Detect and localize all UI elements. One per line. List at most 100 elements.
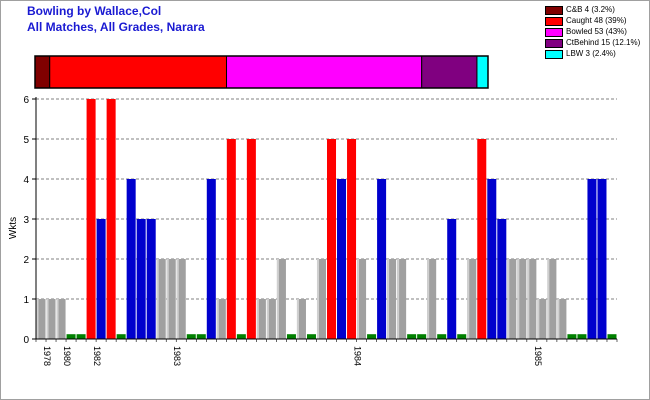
x-tick-label: 1982 <box>92 346 102 366</box>
bar <box>597 179 607 339</box>
bar-highlight <box>296 299 299 339</box>
legend-label-ctbehind: CtBehind 15 (12.1%) <box>566 38 641 47</box>
bar-highlight <box>176 259 179 339</box>
bar <box>196 334 206 339</box>
y-tick-label: 0 <box>23 335 29 346</box>
dismissal-stacked-bar <box>34 55 489 89</box>
bar <box>387 259 397 339</box>
bar <box>166 259 176 339</box>
bar-highlight <box>166 259 169 339</box>
bar <box>517 259 527 339</box>
bar <box>296 299 306 339</box>
stack-segment-lbw <box>476 55 489 89</box>
bar <box>457 334 467 339</box>
bar-highlight <box>56 299 59 339</box>
bar-highlight <box>467 259 470 339</box>
legend-swatch-caught <box>545 17 563 26</box>
bar-highlight <box>427 259 430 339</box>
legend-label-cb: C&B 4 (3.2%) <box>566 5 615 14</box>
legend-swatch-lbw <box>545 50 563 59</box>
bar <box>256 299 266 339</box>
bar <box>116 334 126 339</box>
bar <box>567 334 577 339</box>
x-tick-labels: 1978 1980 1982 1983 1984 1985 <box>42 346 543 366</box>
bar <box>557 299 567 339</box>
legend-swatch-bowled <box>545 28 563 37</box>
bar <box>246 139 256 339</box>
bar <box>547 259 557 339</box>
bar <box>527 259 537 339</box>
bar-highlight <box>156 259 159 339</box>
bar <box>276 259 286 339</box>
bar <box>46 299 56 339</box>
stack-segment-ctbehind <box>421 55 478 89</box>
bar-highlight <box>527 259 530 339</box>
bar-highlight <box>537 299 540 339</box>
y-tick-label: 3 <box>23 215 29 226</box>
bar <box>76 334 86 339</box>
bar <box>96 219 106 339</box>
legend-label-bowled: Bowled 53 (43%) <box>566 27 627 36</box>
bar <box>186 334 196 339</box>
bar-highlight <box>357 259 360 339</box>
bar-highlight <box>507 259 510 339</box>
x-tick-label: 1978 <box>42 346 52 366</box>
y-tick-label: 6 <box>23 95 29 106</box>
bar <box>126 179 136 339</box>
bar <box>36 299 46 339</box>
bar <box>236 334 246 339</box>
legend-label-lbw: LBW 3 (2.4%) <box>566 49 616 58</box>
bar <box>86 99 96 339</box>
bar <box>587 179 597 339</box>
bar <box>347 139 357 339</box>
bar <box>467 259 477 339</box>
stack-bar-outline <box>34 55 489 89</box>
bar <box>206 179 216 339</box>
axes <box>32 97 618 342</box>
bar <box>607 334 617 339</box>
legend-label-caught: Caught 48 (39%) <box>566 16 627 25</box>
legend-swatch-cb <box>545 6 563 15</box>
bar <box>176 259 186 339</box>
bar <box>367 334 377 339</box>
y-axis-label: Wkts <box>8 217 19 239</box>
bar <box>286 334 296 339</box>
bar <box>437 334 447 339</box>
stack-segment-cb <box>34 55 51 89</box>
chart-title: Bowling by Wallace,Col <box>27 4 162 18</box>
bar <box>316 259 326 339</box>
bar-highlight <box>36 299 39 339</box>
bar <box>577 334 587 339</box>
stack-segment-caught <box>49 55 228 89</box>
bar <box>306 334 316 339</box>
x-tick-label: 1983 <box>172 346 182 366</box>
bar <box>66 334 76 339</box>
bar <box>226 139 236 339</box>
bar <box>106 99 116 339</box>
y-tick-label: 5 <box>23 135 29 146</box>
bar <box>497 219 507 339</box>
bar <box>156 259 166 339</box>
y-tick-label: 4 <box>23 175 29 186</box>
bar-highlight <box>517 259 520 339</box>
bar-highlight <box>266 299 269 339</box>
bar <box>447 219 457 339</box>
bar <box>417 334 427 339</box>
bar <box>477 139 487 339</box>
y-tick-labels: 0 1 2 3 4 5 6 <box>23 95 29 346</box>
stack-segment-bowled <box>226 55 423 89</box>
bar-highlight <box>276 259 279 339</box>
bar-highlight <box>397 259 400 339</box>
bar <box>487 179 497 339</box>
x-tick-label: 1984 <box>353 346 363 366</box>
bar-highlight <box>387 259 390 339</box>
bar <box>427 259 437 339</box>
bar-highlight <box>557 299 560 339</box>
wickets-bars <box>36 99 617 339</box>
bar <box>266 299 276 339</box>
legend-swatch-ctbehind <box>545 39 563 48</box>
bar-highlight <box>216 299 219 339</box>
bar <box>146 219 156 339</box>
y-tick-label: 2 <box>23 255 29 266</box>
